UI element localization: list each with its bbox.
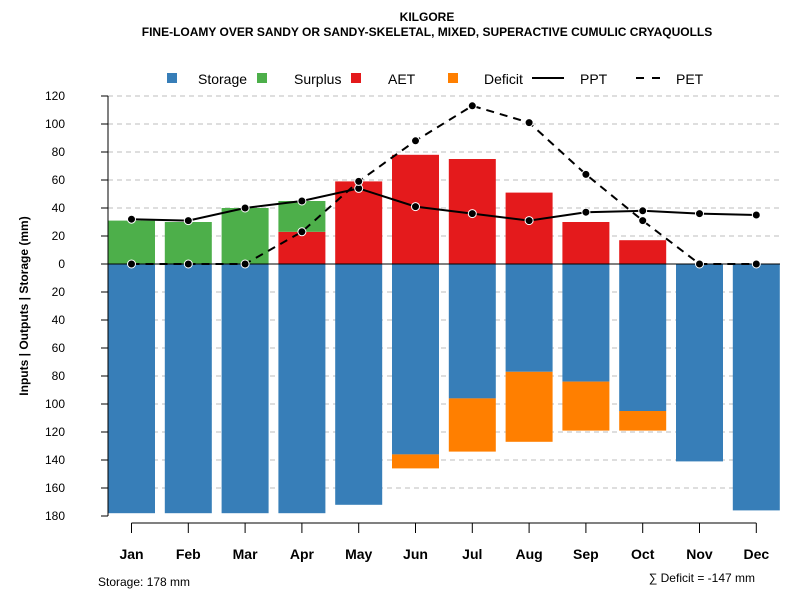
legend-ppt-label: PPT [580, 71, 608, 87]
pet-line [131, 104, 757, 265]
storage-bar [448, 264, 496, 399]
ppt-point [297, 196, 307, 206]
ppt-point [638, 206, 648, 216]
y-tick-label: 100 [45, 117, 65, 131]
y-tick-label: 120 [45, 89, 65, 103]
storage-bar [676, 264, 723, 462]
pet-point [695, 259, 704, 269]
aet-bar [505, 192, 553, 264]
legend-surplus-label: Surplus [294, 71, 341, 87]
x-tick-label: Jun [403, 546, 428, 562]
pet-point [127, 259, 136, 269]
legend-pet-label: PET [676, 71, 704, 87]
pet-point [581, 169, 591, 179]
x-tick-label: Dec [743, 546, 769, 562]
y-tick-label: 20 [52, 229, 66, 243]
x-tick-label: Aug [515, 546, 542, 562]
pet-point [297, 227, 307, 237]
pet-point [751, 259, 761, 269]
storage-bar [221, 264, 269, 514]
pet-point [638, 216, 648, 226]
storage-bar [108, 264, 155, 514]
ppt-line [131, 187, 757, 222]
x-tick-label: Oct [631, 546, 655, 562]
x-tick-label: Jul [462, 546, 482, 562]
ppt-point [411, 202, 420, 212]
pet-point [183, 259, 193, 269]
ppt-point [524, 216, 534, 226]
y-tick-label: 60 [52, 173, 66, 187]
storage-bar [392, 264, 439, 455]
storage-bar [335, 264, 383, 505]
pet-point [524, 118, 534, 128]
ppt-point [695, 209, 704, 219]
y-tick-label: 40 [52, 313, 66, 327]
storage-footer: Storage: 178 mm [98, 575, 190, 589]
y-tick-label: 40 [52, 201, 66, 215]
aet-bar [335, 181, 383, 264]
ppt-point [581, 207, 591, 217]
y-tick-label: 180 [45, 509, 65, 523]
pet-point [240, 259, 250, 269]
x-tick-label: Feb [176, 546, 201, 562]
y-axis-label: Inputs | Outputs | Storage (mm) [17, 216, 31, 395]
pet-point [411, 136, 420, 146]
pet-point [467, 101, 477, 111]
legend-surplus-swatch [257, 73, 267, 83]
y-tick-label: 120 [45, 425, 65, 439]
storage-bar [164, 264, 212, 514]
x-tick-label: Jan [119, 546, 143, 562]
aet-bar [562, 222, 610, 264]
y-tick-label: 0 [58, 257, 65, 271]
aet-bar [278, 231, 326, 264]
chart-subtitle: FINE-LOAMY OVER SANDY OR SANDY-SKELETAL,… [142, 25, 713, 39]
deficit-footer: ∑ Deficit = -147 mm [649, 571, 755, 585]
pet-point [354, 176, 364, 186]
x-tick-label: Nov [686, 546, 713, 562]
legend-storage-label: Storage [198, 71, 247, 87]
ppt-point [183, 216, 193, 226]
surplus-bar [278, 201, 326, 232]
ppt-point [127, 214, 136, 224]
storage-bar [278, 264, 326, 514]
deficit-bar [392, 454, 439, 469]
deficit-bar [505, 371, 553, 442]
y-tick-label: 20 [52, 285, 66, 299]
x-tick-label: Sep [573, 546, 599, 562]
storage-bar [732, 264, 780, 511]
storage-bar [562, 264, 610, 382]
chart-title: KILGORE [400, 10, 455, 24]
legend-aet-swatch [351, 73, 361, 83]
legend-deficit-swatch [448, 73, 458, 83]
ppt-point [240, 203, 250, 213]
y-tick-label: 80 [52, 369, 66, 383]
storage-bar [505, 264, 553, 372]
x-tick-label: Apr [290, 546, 315, 562]
aet-bar [619, 240, 667, 264]
deficit-bar [562, 381, 610, 431]
x-tick-label: May [345, 546, 372, 562]
legend-aet-label: AET [388, 71, 416, 87]
deficit-bar [619, 411, 667, 431]
y-tick-label: 60 [52, 341, 66, 355]
legend-storage-swatch [167, 73, 177, 83]
legend-deficit-label: Deficit [484, 71, 523, 87]
surplus-bar [108, 220, 155, 264]
storage-bar [619, 264, 667, 411]
ppt-point [751, 210, 761, 220]
y-tick-label: 140 [45, 453, 65, 467]
ppt-point [467, 209, 477, 219]
y-tick-label: 100 [45, 397, 65, 411]
y-tick-label: 80 [52, 145, 66, 159]
y-tick-label: 160 [45, 481, 65, 495]
x-tick-label: Mar [233, 546, 258, 562]
surplus-bar [164, 222, 212, 264]
deficit-bar [448, 398, 496, 452]
